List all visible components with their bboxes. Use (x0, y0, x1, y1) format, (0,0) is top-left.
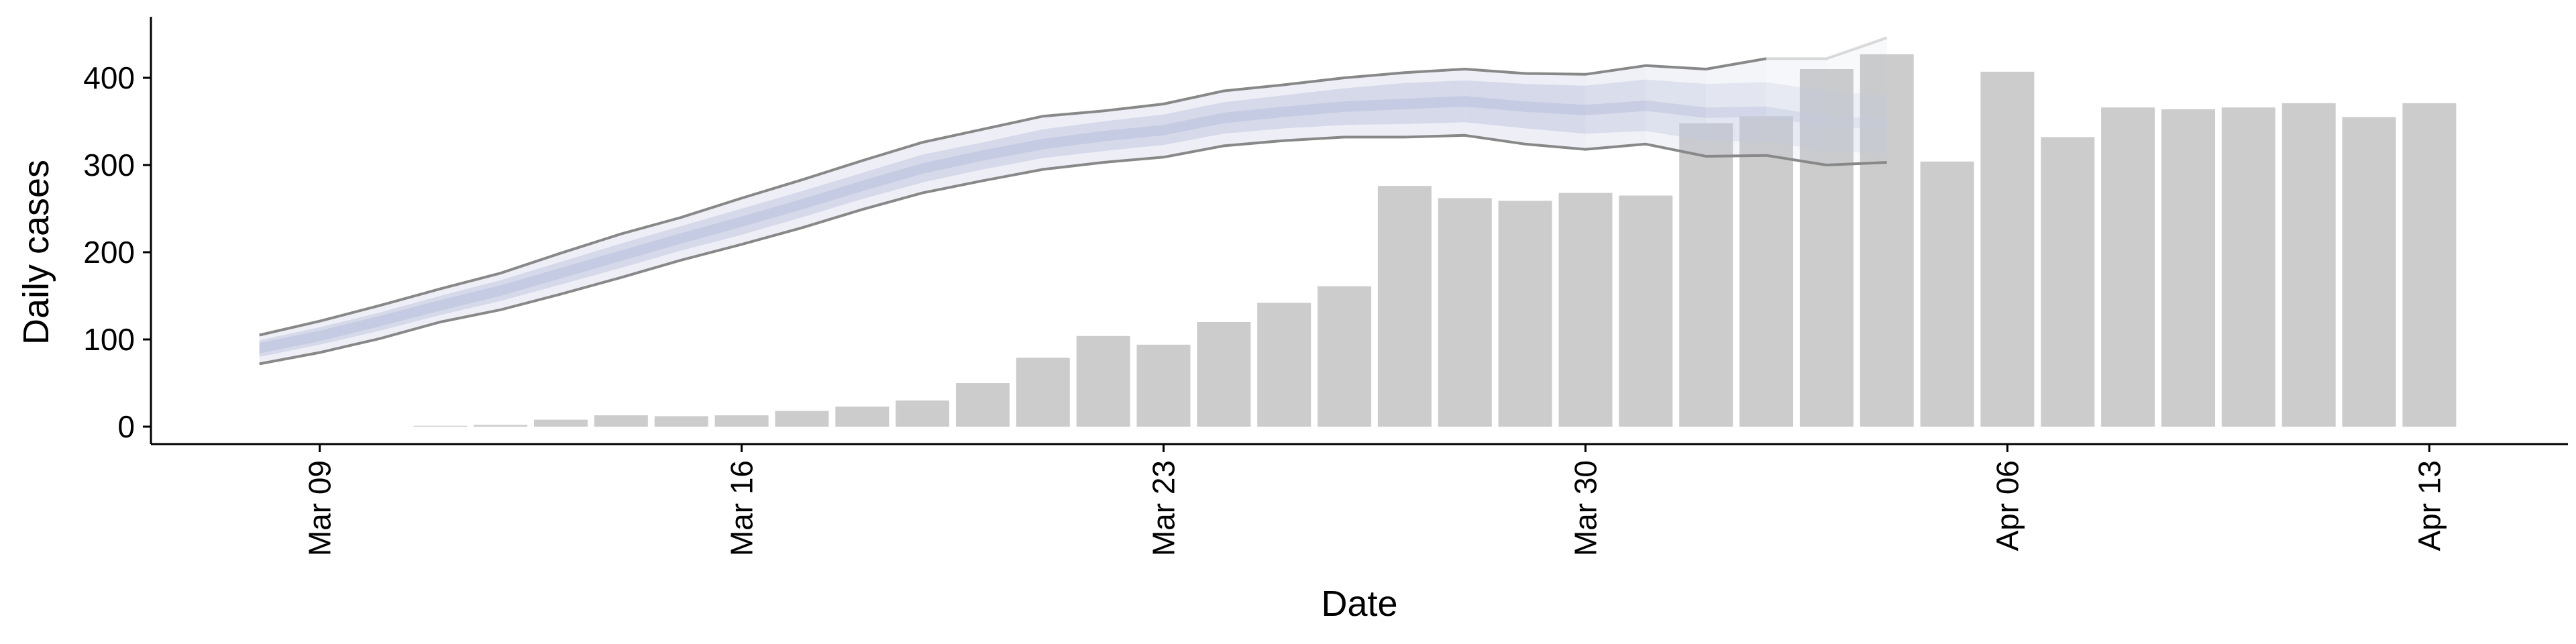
median-band-segment (561, 250, 621, 278)
inner-band-segment (1766, 82, 1827, 152)
median-band-segment (982, 139, 1043, 161)
bar (594, 415, 648, 427)
bar (1438, 198, 1492, 427)
bar (2041, 137, 2095, 427)
bar (896, 400, 950, 427)
bar (1619, 195, 1673, 427)
bar (2282, 103, 2336, 427)
median-band-segment (1464, 96, 1525, 112)
median-band-segment (1826, 116, 1887, 129)
nowcast-lines (259, 36, 1888, 366)
median-band-segment (741, 199, 802, 227)
outer-upper-line-tail (1766, 36, 1888, 60)
bar (1799, 69, 1854, 427)
bar (1739, 116, 1793, 427)
median-band-segment (862, 163, 923, 191)
bar (1498, 201, 1552, 427)
median-band-segment (1766, 106, 1827, 127)
x-tick-label: Mar 30 (1568, 460, 1603, 556)
x-tick-label: Apr 06 (1990, 460, 2025, 551)
bar (1016, 358, 1070, 427)
y-tick-label: 300 (83, 148, 135, 182)
outer-band-segment (1826, 38, 1887, 166)
inner-band-segment (1826, 91, 1887, 154)
y-tick-label: 200 (83, 235, 135, 270)
x-axis-title: Date (1321, 584, 1397, 624)
bar (835, 407, 890, 427)
bar (775, 411, 829, 427)
bar (2342, 117, 2396, 427)
median-band-segment (1525, 101, 1586, 115)
outer-upper-line (259, 57, 1767, 337)
bar (1136, 344, 1191, 427)
median-band-segment (1404, 96, 1465, 109)
x-tick-label: Apr 13 (2412, 460, 2447, 551)
bar (1076, 335, 1130, 427)
x-tick-label: Mar 16 (724, 460, 759, 556)
x-tick-label: Mar 23 (1146, 460, 1181, 556)
median-band-segment (1042, 131, 1104, 150)
bar (956, 383, 1010, 427)
median-band-segment (500, 268, 561, 296)
bar (1679, 123, 1733, 427)
axes (150, 17, 2568, 445)
bar (1920, 161, 1974, 427)
median-band-segment (1706, 106, 1766, 118)
bar (1980, 71, 2035, 427)
y-ticks: 0 100 200 300 400 (83, 60, 151, 444)
median-band-segment (922, 150, 983, 174)
bar (1860, 54, 1914, 427)
bar-series (413, 54, 2457, 427)
bar (474, 425, 528, 427)
median-band-segment (1284, 101, 1344, 117)
median-band-segment (621, 233, 682, 261)
y-tick-label: 0 (117, 409, 135, 444)
median-band-segment (1344, 99, 1405, 112)
y-axis-title: Daily cases (16, 160, 56, 345)
bar (654, 416, 708, 427)
median-band-segment (1224, 106, 1285, 123)
bar (714, 415, 769, 427)
bar (1318, 286, 1372, 427)
median-band-segment (1103, 125, 1164, 142)
bar (1558, 193, 1613, 427)
bar (1377, 186, 1432, 427)
bar (1257, 303, 1311, 427)
median-band-segment (440, 285, 501, 311)
median-band-segment (259, 331, 320, 354)
outer-band-segment (1766, 58, 1827, 166)
median-band-segment (681, 216, 742, 244)
bar (534, 419, 588, 427)
outer-lower-line (259, 133, 1887, 366)
median-band-segment (380, 300, 441, 327)
bar (2101, 107, 2155, 427)
y-tick-label: 100 (83, 322, 135, 357)
x-tick-label: Mar 09 (303, 460, 337, 556)
median-band-segment (802, 180, 863, 210)
bar (2402, 103, 2457, 427)
y-tick-label: 400 (83, 60, 135, 95)
bar (2221, 107, 2275, 427)
bar (2161, 109, 2215, 427)
median-band-segment (1163, 113, 1224, 136)
median-band-segment (319, 315, 380, 341)
bar (1197, 322, 1251, 427)
x-ticks: Mar 09 Mar 16 Mar 23 Mar 30 Apr 06 Apr 13 (303, 444, 2447, 556)
median-band-segment (1646, 100, 1707, 118)
median-band-segment (1585, 100, 1646, 115)
bar (413, 425, 468, 427)
nowcast-bands (259, 38, 1887, 364)
